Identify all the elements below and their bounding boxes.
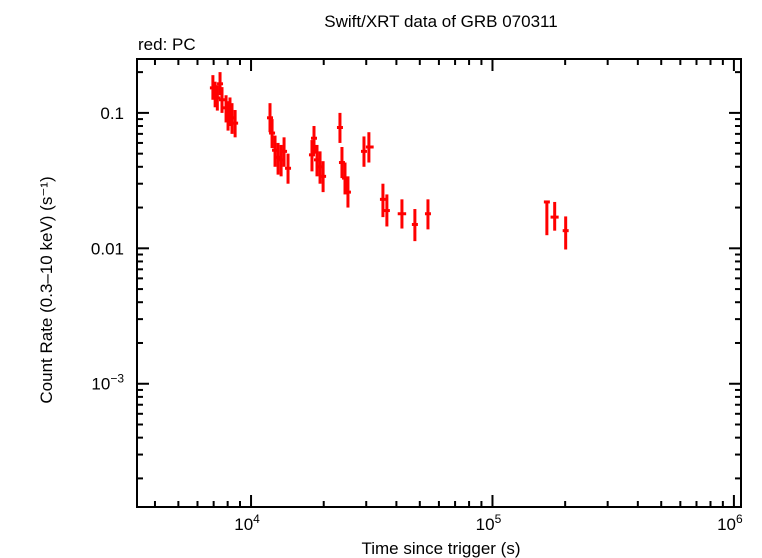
data-point (308, 140, 315, 172)
data-point (383, 194, 390, 227)
data-point (397, 199, 407, 229)
y-axis-label: Count Rate (0.3–10 keV) (s⁻¹) (37, 176, 56, 403)
y-tick-label: 10−3 (91, 372, 124, 394)
x-axis-label: Time since trigger (s) (361, 539, 520, 558)
data-point (311, 126, 318, 154)
data-point (360, 136, 367, 167)
data-point (269, 119, 276, 149)
y-axis-ticks (137, 71, 741, 480)
data-point (550, 201, 559, 231)
y-tick-label: 0.01 (91, 239, 124, 258)
y-axis-tick-labels: 0.1 0.01 10−3 (91, 104, 124, 394)
data-point (543, 200, 550, 236)
data-point (411, 209, 418, 242)
data-series-pc (209, 72, 569, 250)
data-point (336, 112, 343, 143)
x-axis-ticks (153, 59, 735, 507)
data-point (214, 85, 221, 111)
data-point (344, 176, 351, 208)
data-point (379, 183, 386, 218)
y-tick-label: 0.1 (100, 104, 124, 123)
x-tick-label: 106 (717, 512, 743, 534)
data-point (266, 103, 273, 133)
x-axis-tick-labels: 104 105 106 (234, 512, 743, 534)
data-point (424, 199, 431, 230)
data-point (320, 161, 327, 193)
data-point (562, 216, 569, 250)
data-point (232, 110, 239, 138)
data-point (365, 132, 374, 163)
x-tick-label: 105 (476, 512, 502, 534)
data-point (218, 87, 225, 113)
chart-subtitle: red: PC (138, 35, 196, 54)
chart-title: Swift/XRT data of GRB 070311 (324, 12, 557, 31)
data-point (217, 72, 224, 96)
x-tick-label: 104 (234, 512, 260, 534)
data-point (281, 137, 288, 167)
data-point (285, 153, 292, 184)
